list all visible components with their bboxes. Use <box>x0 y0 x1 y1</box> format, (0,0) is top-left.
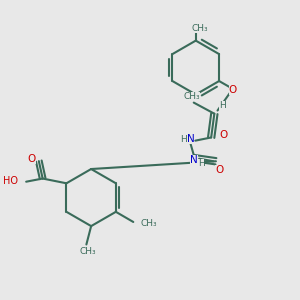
Text: N: N <box>187 134 194 144</box>
Text: H: H <box>198 159 204 168</box>
Text: O: O <box>229 85 237 95</box>
Text: O: O <box>215 165 223 175</box>
Text: CH₃: CH₃ <box>191 24 208 33</box>
Text: CH₃: CH₃ <box>79 247 96 256</box>
Text: H: H <box>180 135 187 144</box>
Text: HO: HO <box>3 176 18 186</box>
Text: CH₃: CH₃ <box>184 92 200 101</box>
Text: H: H <box>219 101 226 110</box>
Text: N: N <box>190 155 198 165</box>
Text: O: O <box>28 154 36 164</box>
Text: CH₃: CH₃ <box>140 219 157 228</box>
Text: O: O <box>219 130 227 140</box>
